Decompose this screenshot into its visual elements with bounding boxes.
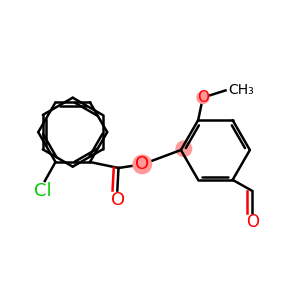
Text: O: O	[135, 155, 149, 173]
Text: O: O	[111, 191, 125, 209]
Text: Cl: Cl	[34, 182, 51, 200]
Circle shape	[176, 141, 192, 157]
Text: CH₃: CH₃	[229, 83, 254, 98]
Circle shape	[197, 92, 209, 104]
Circle shape	[133, 155, 152, 174]
Text: O: O	[246, 213, 259, 231]
Text: O: O	[197, 90, 209, 105]
